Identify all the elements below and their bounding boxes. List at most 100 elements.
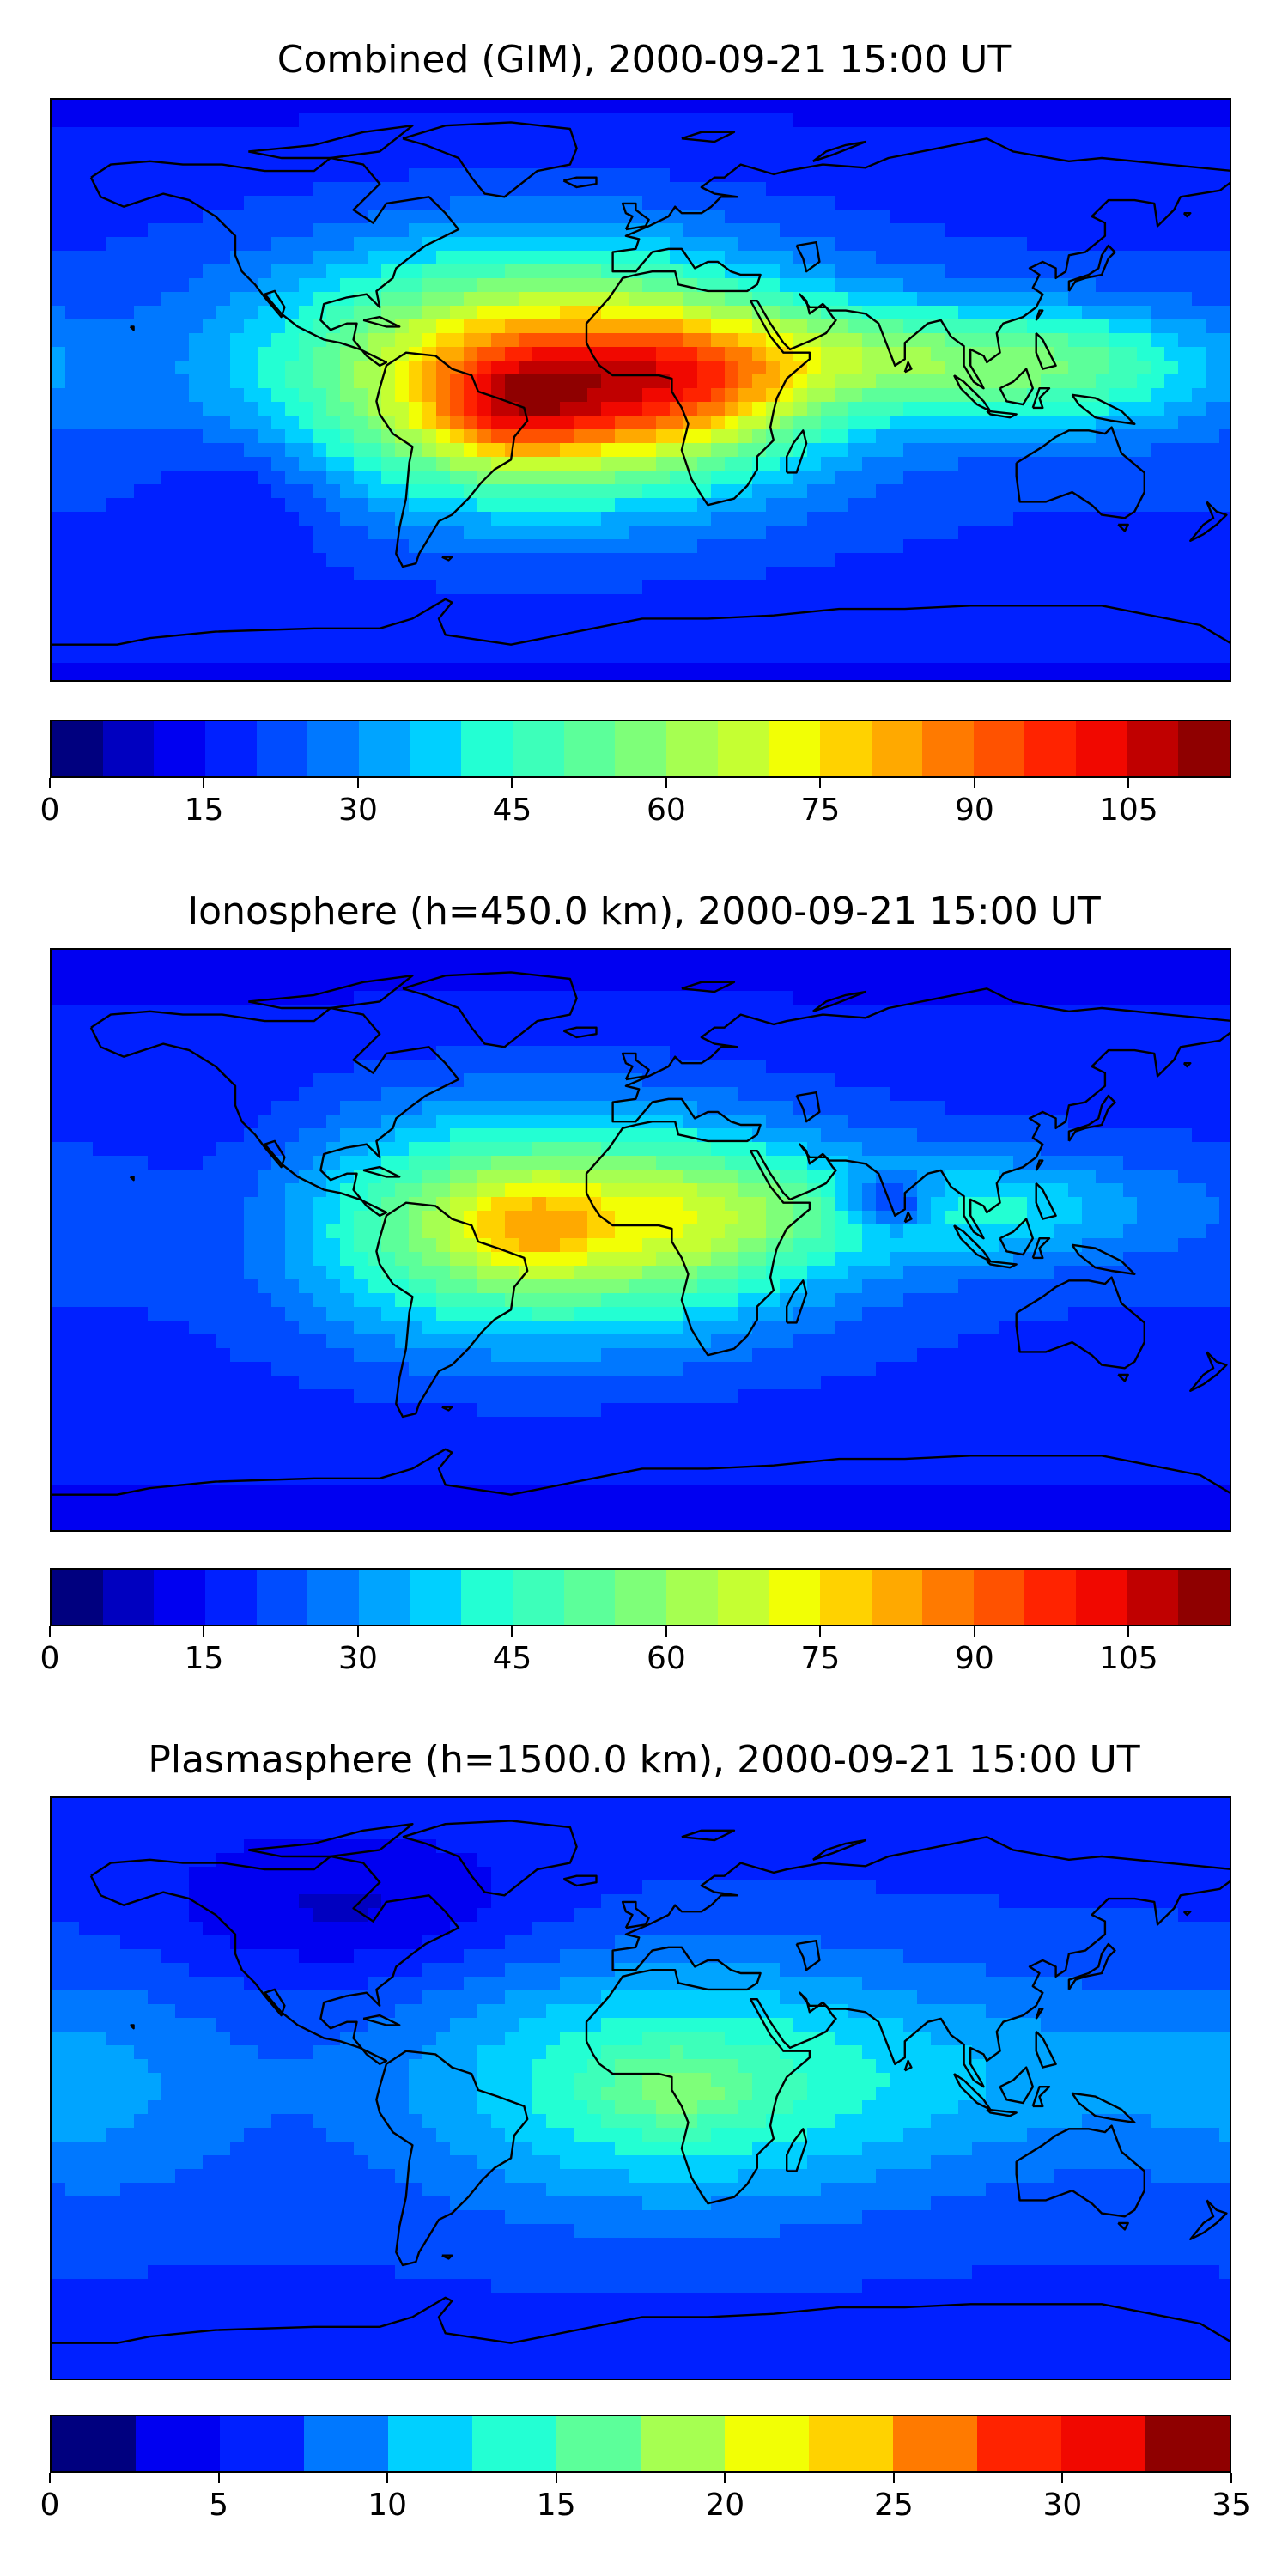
coastline-svalbard [681, 1829, 736, 1842]
colorbar-swatch [256, 721, 308, 776]
colorbar-swatch [556, 2416, 641, 2471]
colorbar-tick [217, 2473, 220, 2483]
coastline-svalbard [681, 981, 736, 993]
colorbar-swatch [641, 2416, 725, 2471]
colorbar-swatch [307, 721, 359, 776]
colorbar-ticks: 0 5 10 15 20 25 30 35 [40, 2473, 1251, 2524]
coastline-arctic-islands [248, 975, 414, 1010]
coastline-greenland [402, 971, 578, 1048]
colorbar-swatch [717, 721, 769, 776]
colorbar-swatch [769, 1570, 820, 1625]
colorbar [50, 1568, 1231, 1626]
colorbar-tick-label: 35 [1212, 2488, 1251, 2523]
colorbar-swatch [304, 2416, 388, 2471]
colorbar-swatch [154, 1570, 205, 1625]
colorbar-swatch [52, 1570, 103, 1625]
coastline-south-america [375, 1201, 529, 1419]
colorbar-tick [49, 1626, 51, 1637]
coastline-sri-lanka [903, 2059, 913, 2072]
colorbar-swatch [1076, 1570, 1127, 1625]
coastline-iceland [562, 1026, 598, 1039]
coastline-north-america [89, 1006, 460, 1217]
coastline-java [986, 2108, 1018, 2117]
colorbar-swatch [102, 1570, 155, 1625]
colorbar-tick [203, 778, 205, 788]
coastline-north-america [89, 156, 460, 367]
coastline-tasmania [1117, 2221, 1129, 2231]
colorbar-swatch [358, 721, 410, 776]
coastline-taiwan [1035, 309, 1044, 321]
colorbar-swatch [725, 2416, 809, 2471]
colorbar-swatch [512, 721, 564, 776]
coastline-novaya [812, 140, 867, 162]
coastline-madagascar [786, 2128, 808, 2172]
coastline-kamchatka-isl [1182, 211, 1192, 218]
colorbar-tick-label: 90 [954, 1641, 994, 1676]
coastline-greenland [402, 1820, 578, 1897]
colorbar-swatch [410, 721, 462, 776]
colorbar-tick-label: 45 [492, 1641, 532, 1676]
colorbar-swatch [563, 1570, 616, 1625]
coastline-arctic-islands [248, 125, 414, 160]
coastline-nz [1189, 1351, 1228, 1392]
colorbar-swatch [1076, 721, 1127, 776]
colorbar-swatch [220, 2416, 304, 2471]
colorbar-swatch [809, 2416, 893, 2471]
colorbar-tick [511, 778, 513, 788]
coastline-novaya [812, 990, 867, 1012]
colorbar-tick-label: 30 [338, 793, 378, 828]
coastline-novaya [812, 1838, 867, 1861]
coastline-north-america [89, 1855, 460, 2065]
coastline-falklands [441, 1406, 453, 1412]
coastline-japan [1067, 1094, 1116, 1142]
colorbar-tick-label: 0 [39, 1641, 60, 1676]
colorbar-swatch [461, 1570, 513, 1625]
colorbar-tick-label: 30 [338, 1641, 378, 1676]
colorbar-swatch [307, 1570, 359, 1625]
coastline-falklands [441, 556, 453, 562]
colorbar-swatch [204, 721, 257, 776]
colorbar-swatch [665, 721, 718, 776]
colorbar-tick-label: 105 [1098, 793, 1158, 828]
colorbar-swatch [52, 2416, 136, 2471]
coastline-iceland [562, 176, 598, 189]
coastline-falklands [441, 2254, 453, 2260]
colorbar-tick [555, 2473, 557, 2483]
colorbar-swatch [256, 1570, 308, 1625]
colorbar-swatch [615, 721, 666, 776]
coastline-japan [1067, 1942, 1116, 1990]
colorbar-swatch [922, 1570, 974, 1625]
coastline-australia [1015, 1276, 1146, 1370]
coastline-caspian [795, 240, 821, 273]
panel-title: Ionosphere (h=450.0 km), 2000-09-21 15:0… [187, 890, 1101, 933]
colorbar-tick [1061, 2473, 1064, 2483]
colorbar-swatch [615, 1570, 666, 1625]
colorbar-swatch [102, 721, 155, 776]
colorbar-tick [973, 1626, 975, 1637]
coastline-antarctica [52, 1448, 1230, 1496]
coastline-tasmania [1117, 523, 1129, 532]
colorbar-tick [973, 778, 975, 788]
colorbar-tick-label: 15 [184, 1641, 224, 1676]
coastline-sri-lanka [903, 1211, 913, 1224]
coastline-taiwan [1035, 2008, 1044, 2020]
colorbar-swatch [871, 721, 923, 776]
coastline-sulawesi [1031, 1237, 1051, 1260]
coastline-borneo [999, 2066, 1035, 2105]
tec-map [50, 98, 1231, 682]
colorbar-tick-label: 0 [39, 2488, 60, 2523]
tec-map [50, 1796, 1231, 2380]
colorbar-swatch [1145, 2416, 1230, 2471]
colorbar-tick [665, 778, 667, 788]
colorbar-tick-label: 30 [1042, 2488, 1083, 2523]
colorbar-tick [1127, 778, 1130, 788]
colorbar-swatch [665, 1570, 718, 1625]
coastline-new-guinea [1071, 2092, 1136, 2123]
colorbar-swatch [973, 721, 1025, 776]
tec-map [50, 948, 1231, 1532]
coastline-sri-lanka [903, 361, 913, 374]
coastline-taiwan [1035, 1159, 1044, 1171]
colorbar-tick-label: 5 [209, 2488, 229, 2523]
colorbar-swatch [204, 1570, 257, 1625]
colorbar-swatch [922, 721, 974, 776]
